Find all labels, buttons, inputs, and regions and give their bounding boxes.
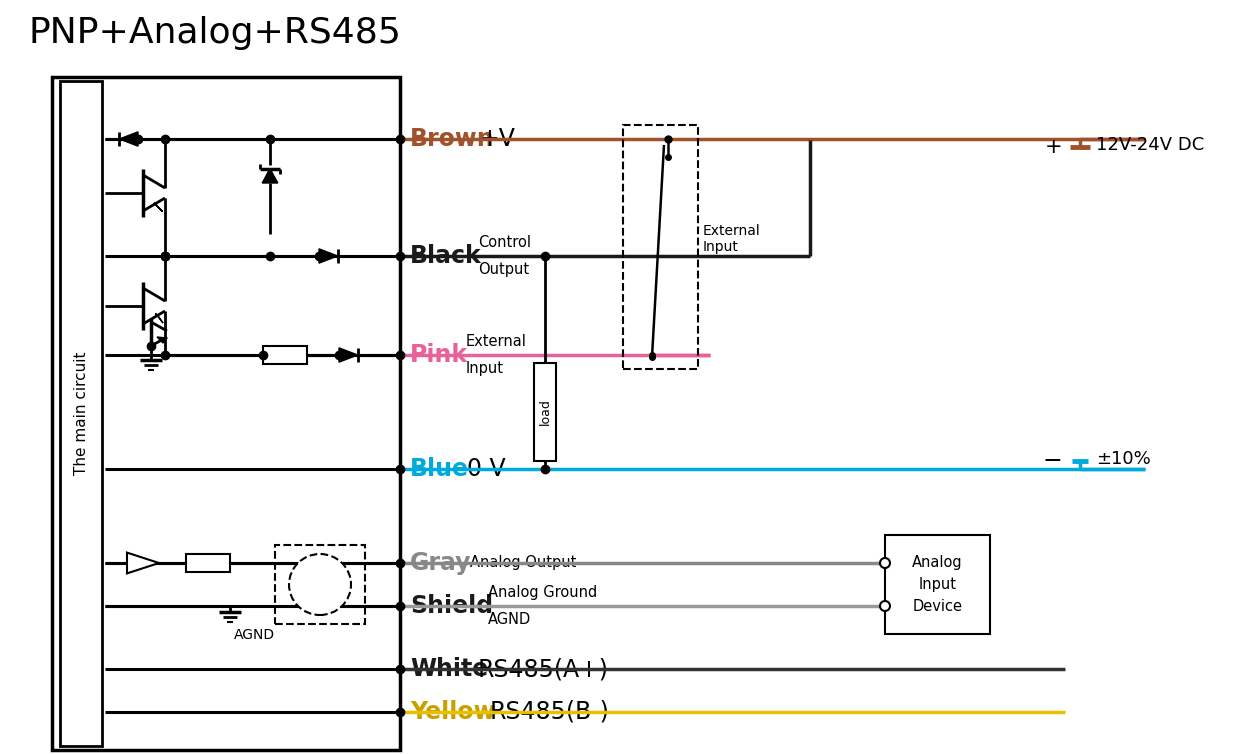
Polygon shape xyxy=(127,553,159,573)
Bar xyxy=(52,77,400,750)
Text: Pink: Pink xyxy=(410,343,468,367)
Text: AGND: AGND xyxy=(488,612,532,627)
Polygon shape xyxy=(154,203,163,212)
Text: +: + xyxy=(1045,137,1062,157)
Text: +V: +V xyxy=(481,127,515,151)
Text: AGND: AGND xyxy=(234,628,275,642)
Text: External: External xyxy=(466,334,527,349)
Bar xyxy=(186,554,230,572)
Text: PNP+Analog+RS485: PNP+Analog+RS485 xyxy=(27,16,401,50)
Text: ±10%: ±10% xyxy=(1096,450,1150,468)
Text: load: load xyxy=(539,399,552,425)
Text: Black: Black xyxy=(410,244,482,268)
Text: Shield: Shield xyxy=(410,594,493,618)
Text: External
Input: External Input xyxy=(703,224,761,254)
Text: Output: Output xyxy=(478,262,529,277)
Polygon shape xyxy=(263,169,278,183)
Text: Yellow: Yellow xyxy=(410,700,496,724)
Text: Gray: Gray xyxy=(410,551,472,575)
Text: Analog Output: Analog Output xyxy=(471,556,576,571)
Text: The main circuit: The main circuit xyxy=(73,352,88,475)
Text: Blue: Blue xyxy=(410,457,469,481)
Text: White: White xyxy=(410,657,488,681)
Text: 12V-24V DC: 12V-24V DC xyxy=(1096,136,1204,154)
Polygon shape xyxy=(157,337,167,343)
Bar xyxy=(275,545,365,624)
Text: Brown: Brown xyxy=(410,127,494,151)
Circle shape xyxy=(880,558,890,568)
Polygon shape xyxy=(156,314,163,323)
Bar xyxy=(534,363,557,461)
Polygon shape xyxy=(339,348,357,362)
Bar xyxy=(60,81,102,746)
Bar xyxy=(263,346,308,364)
Text: Analog Ground: Analog Ground xyxy=(488,585,598,600)
Text: Control: Control xyxy=(478,235,532,250)
Circle shape xyxy=(880,601,890,611)
Polygon shape xyxy=(120,132,138,146)
Text: RS485(B-): RS485(B-) xyxy=(491,700,610,724)
Text: Analog
Input
Device: Analog Input Device xyxy=(913,555,962,615)
Text: RS485(A+): RS485(A+) xyxy=(478,657,609,681)
Bar xyxy=(622,125,698,369)
Ellipse shape xyxy=(289,554,351,615)
Text: 0 V: 0 V xyxy=(467,457,505,481)
Bar xyxy=(885,535,990,634)
Polygon shape xyxy=(319,249,337,263)
Text: −: − xyxy=(1042,449,1062,473)
Text: Input: Input xyxy=(466,361,504,376)
